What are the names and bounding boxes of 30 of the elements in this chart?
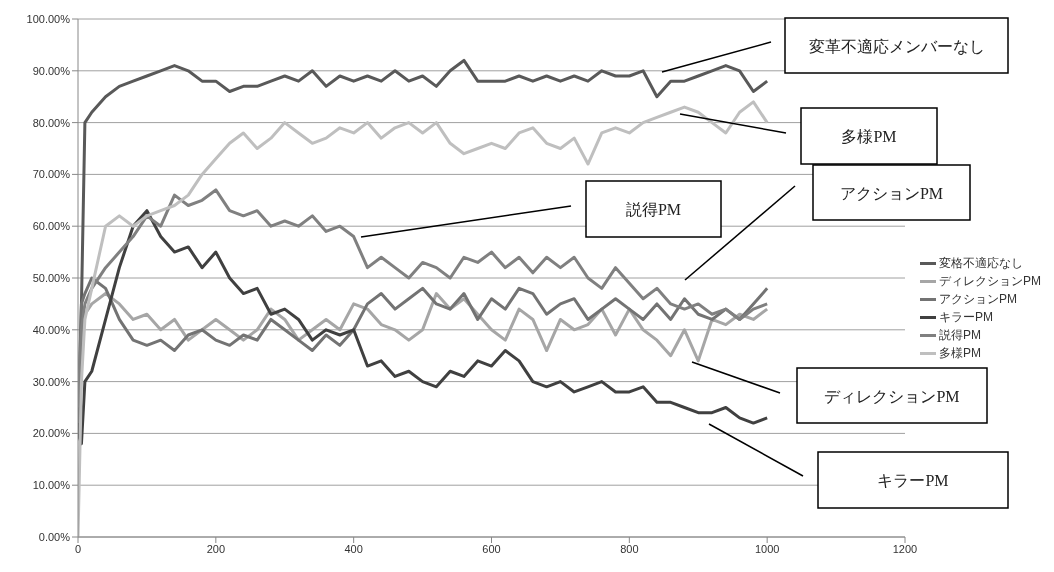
y-tick-label: 20.00% [32,427,71,440]
y-tick-label: 100.00% [26,12,71,25]
annotation: アクションPM [839,184,944,202]
y-tick-label: 70.00% [32,168,71,181]
legend-label: アクションPM [939,291,1017,308]
x-tick-label: 400 [344,542,363,555]
legend-label: キラーPM [939,309,993,326]
annotation: 多様PM [841,128,897,145]
x-tick-label: 600 [482,542,501,555]
x-tick-label: 800 [620,542,639,555]
legend-label: 説得PM [939,327,981,344]
y-tick-label: 30.00% [32,375,71,388]
y-tick-label: 80.00% [32,116,71,129]
x-tick-label: 1200 [892,542,918,555]
y-tick-label: 50.00% [32,271,71,284]
y-tick-label: 60.00% [32,220,71,233]
y-tick-label: 0.00% [38,530,71,543]
annotation: 変革不適応メンバーなし [808,37,985,55]
y-tick-label: 10.00% [32,479,71,492]
y-tick-label: 40.00% [32,323,71,336]
x-tick-label: 0 [74,542,82,555]
legend-label: ディレクションPM [939,273,1041,290]
x-tick-label: 1000 [754,542,780,555]
y-tick-label: 90.00% [32,64,71,77]
x-tick-label: 200 [206,542,226,555]
annotation: キラーPM [877,472,949,489]
annotation: 説得PM [625,201,682,218]
legend-label: 変格不適応なし [939,255,1023,272]
legend-label: 多様PM [939,345,981,362]
annotation: ディレクションPM [824,387,960,405]
